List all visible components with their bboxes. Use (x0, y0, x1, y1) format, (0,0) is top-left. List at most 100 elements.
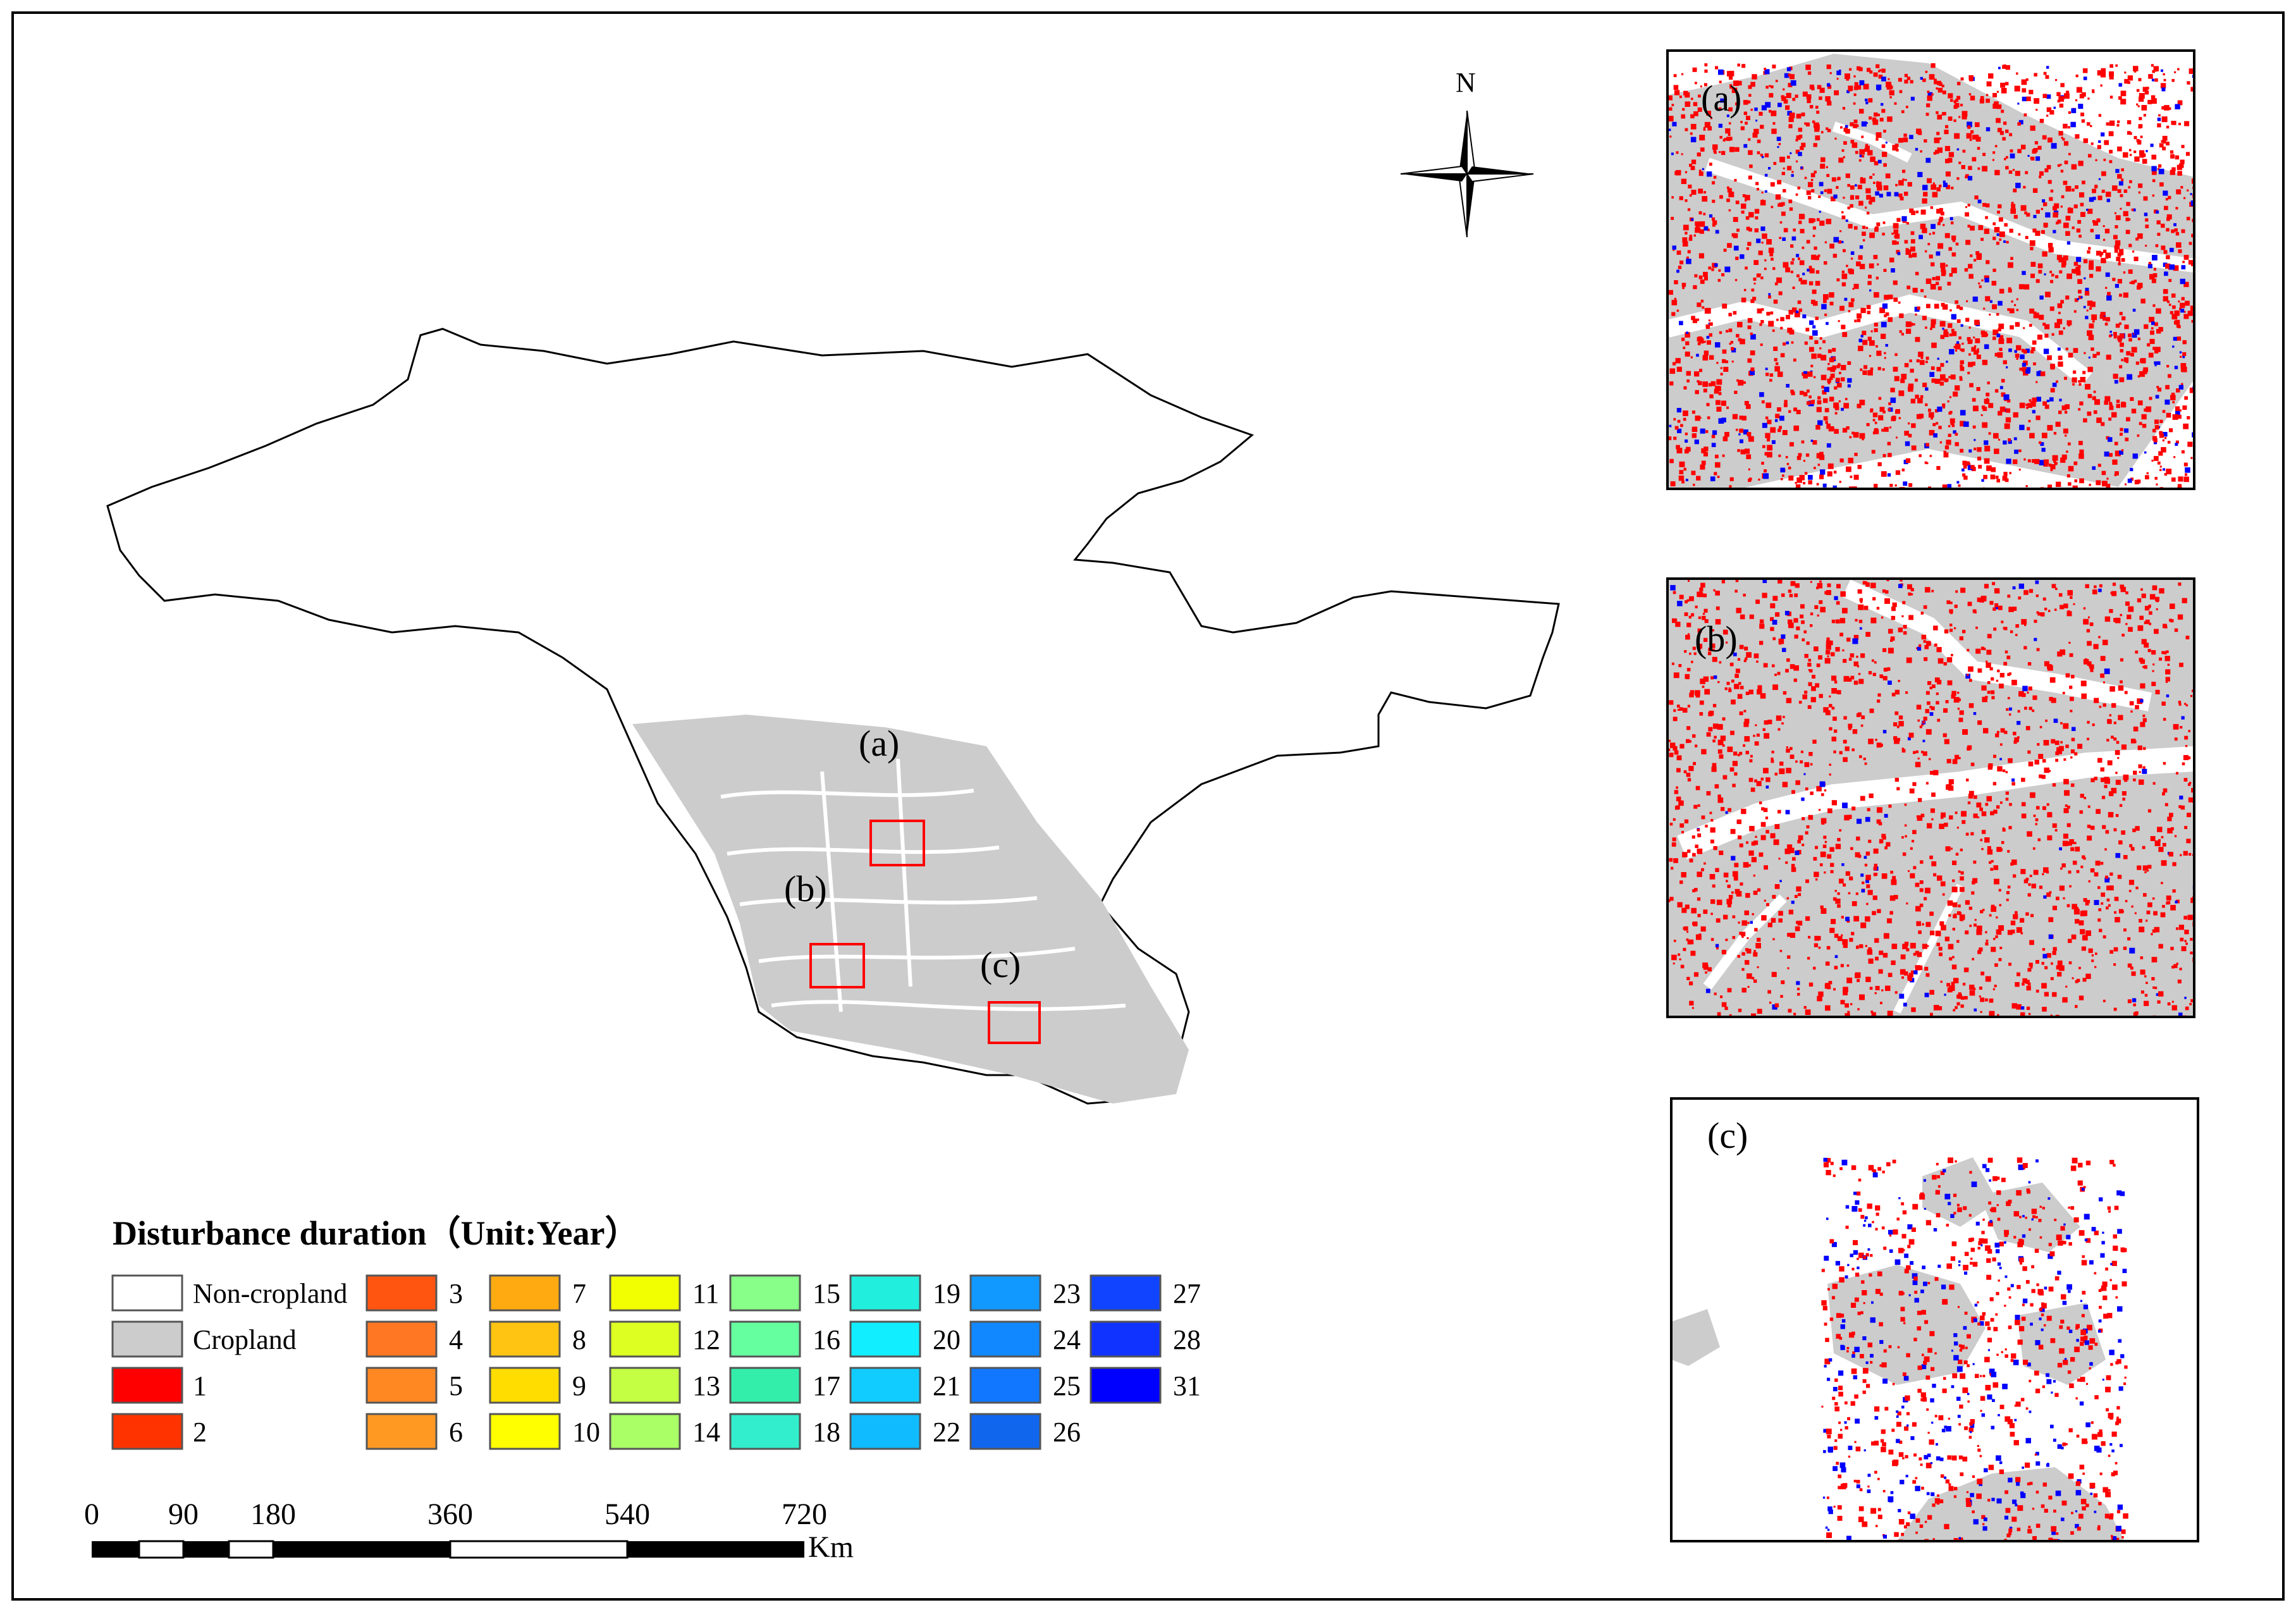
disturbance-pixel (1979, 947, 1983, 952)
disturbance-pixel (2052, 951, 2056, 956)
disturbance-pixel (1745, 216, 1750, 220)
disturbance-pixel (1744, 646, 1748, 651)
disturbance-pixel (1815, 424, 1820, 430)
disturbance-pixel (1904, 1426, 1909, 1431)
disturbance-pixel (1786, 156, 1790, 159)
disturbance-pixel (1980, 95, 1984, 100)
disturbance-pixel (1930, 327, 1932, 330)
disturbance-pixel (2075, 1324, 2080, 1329)
disturbance-pixel (1925, 278, 1932, 284)
disturbance-pixel (2101, 257, 2106, 264)
disturbance-pixel (1746, 116, 1750, 120)
disturbance-pixel (1827, 985, 1831, 990)
disturbance-pixel (2038, 1219, 2042, 1222)
disturbance-pixel (1796, 113, 1802, 119)
disturbance-pixel (1676, 768, 1681, 773)
disturbance-pixel (1819, 347, 1822, 350)
disturbance-pixel (2004, 1233, 2008, 1237)
disturbance-pixel (1777, 672, 1781, 675)
disturbance-pixel (2002, 137, 2006, 141)
disturbance-pixel (2139, 117, 2142, 121)
disturbance-pixel (1867, 370, 1873, 376)
disturbance-pixel (2166, 125, 2170, 129)
disturbance-pixel (2098, 1289, 2102, 1292)
disturbance-pixel (1743, 593, 1746, 597)
disturbance-pixel (1775, 612, 1780, 617)
disturbance-pixel (1970, 1431, 1972, 1434)
disturbance-pixel (1999, 683, 2004, 689)
disturbance-pixel (2069, 686, 2073, 689)
disturbance-pixel (1867, 1248, 1870, 1251)
disturbance-pixel (1936, 87, 1938, 90)
disturbance-pixel (2187, 441, 2193, 447)
disturbance-pixel (1981, 1515, 1986, 1519)
disturbance-pixel (2104, 400, 2108, 405)
disturbance-pixel (2136, 103, 2139, 106)
disturbance-pixel (2190, 193, 2192, 195)
disturbance-pixel (1893, 223, 1899, 229)
disturbance-pixel (1953, 391, 1958, 397)
disturbance-pixel (1931, 366, 1935, 370)
disturbance-pixel (1980, 596, 1987, 601)
disturbance-pixel (1951, 1385, 1955, 1388)
disturbance-pixel (1768, 321, 1774, 327)
disturbance-pixel (1976, 135, 1979, 137)
disturbance-pixel (1860, 177, 1863, 180)
box-c (988, 1001, 1041, 1044)
disturbance-pixel (1958, 161, 1961, 164)
disturbance-pixel (2175, 207, 2178, 210)
disturbance-pixel (1833, 356, 1836, 360)
disturbance-pixel (2010, 920, 2016, 926)
disturbance-pixel (2054, 203, 2060, 209)
disturbance-pixel (1869, 70, 1873, 74)
disturbance-pixel (1700, 464, 1705, 470)
disturbance-pixel (1788, 83, 1793, 87)
disturbance-pixel (1910, 231, 1915, 235)
disturbance-pixel (2144, 665, 2147, 669)
disturbance-pixel (2091, 959, 2094, 963)
disturbance-pixel (1792, 857, 1796, 861)
disturbance-pixel (1827, 128, 1831, 133)
disturbance-pixel (1900, 1307, 1905, 1312)
disturbance-pixel (2108, 812, 2114, 818)
disturbance-pixel (2120, 680, 2123, 684)
disturbance-pixel (2009, 1527, 2013, 1530)
disturbance-pixel (1795, 94, 1798, 98)
disturbance-pixel (1890, 397, 1896, 403)
disturbance-pixel (2167, 828, 2173, 834)
disturbance-pixel (1788, 622, 1794, 629)
disturbance-pixel (1779, 202, 1783, 207)
disturbance-pixel (1765, 433, 1771, 438)
disturbance-pixel (1983, 728, 1989, 734)
disturbance-pixel (1958, 904, 1961, 908)
disturbance-pixel (1897, 252, 1901, 255)
disturbance-pixel (2090, 868, 2095, 873)
disturbance-pixel (1985, 216, 1988, 219)
disturbance-pixel (2185, 473, 2188, 476)
disturbance-pixel (2052, 783, 2056, 787)
disturbance-pixel (1843, 757, 1848, 762)
disturbance-pixel (1738, 682, 1741, 685)
disturbance-pixel (2050, 977, 2054, 980)
disturbance-pixel (1764, 452, 1769, 456)
disturbance-pixel (2176, 324, 2180, 328)
disturbance-pixel (1925, 360, 1928, 364)
disturbance-pixel (1760, 821, 1766, 827)
disturbance-pixel (1946, 600, 1951, 605)
disturbance-pixel (1697, 342, 1701, 345)
disturbance-pixel (1864, 863, 1868, 867)
disturbance-pixel (2123, 292, 2128, 298)
disturbance-pixel (2127, 131, 2131, 135)
disturbance-pixel (1700, 582, 1705, 588)
disturbance-pixel (1881, 144, 1886, 148)
disturbance-pixel (1906, 222, 1909, 225)
disturbance-pixel (1950, 221, 1954, 225)
disturbance-pixel (1879, 407, 1885, 412)
disturbance-pixel (2032, 459, 2035, 463)
disturbance-pixel (1944, 233, 1950, 238)
disturbance-pixel (1819, 182, 1824, 187)
disturbance-pixel (2119, 333, 2125, 339)
disturbance-pixel (1918, 1457, 1922, 1461)
disturbance-pixel (2120, 428, 2123, 431)
disturbance-pixel (1800, 146, 1804, 151)
